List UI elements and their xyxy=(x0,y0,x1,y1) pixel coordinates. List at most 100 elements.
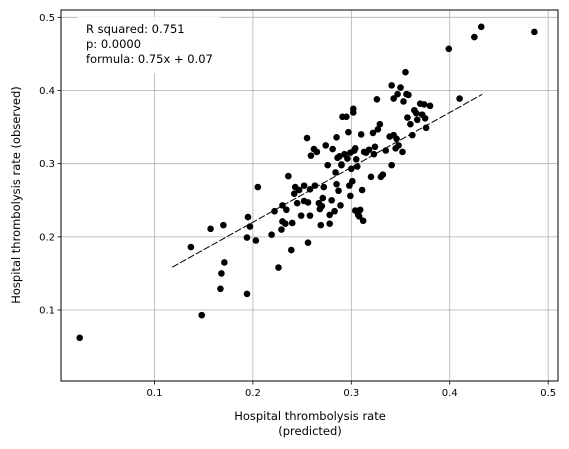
data-point xyxy=(318,202,326,210)
data-points xyxy=(76,23,538,342)
data-point xyxy=(254,183,262,191)
data-point xyxy=(198,311,206,319)
data-point xyxy=(382,147,390,154)
data-point xyxy=(400,98,407,105)
data-point xyxy=(531,28,538,36)
data-point xyxy=(394,90,401,98)
data-point xyxy=(304,199,312,206)
data-point xyxy=(319,194,327,202)
annotation-r-squared: R squared: 0.751 xyxy=(86,22,185,36)
data-point xyxy=(388,161,395,169)
data-point xyxy=(359,217,367,225)
data-point xyxy=(283,206,290,214)
data-point xyxy=(369,129,377,137)
x-axis-ticks: 0.1 0.2 0.3 0.4 0.5 xyxy=(147,381,556,399)
data-point xyxy=(252,237,260,244)
data-point xyxy=(300,182,308,189)
data-point xyxy=(295,186,303,194)
data-point xyxy=(279,202,286,209)
data-point xyxy=(352,155,360,163)
data-point xyxy=(405,91,412,99)
data-point xyxy=(244,213,252,221)
data-point xyxy=(297,212,305,219)
data-point xyxy=(326,220,333,227)
x-axis-label-line2: (predicted) xyxy=(278,424,342,438)
data-point xyxy=(336,153,343,160)
data-point xyxy=(285,172,292,180)
data-point xyxy=(407,120,414,128)
data-point xyxy=(426,102,434,110)
data-point xyxy=(404,114,411,121)
data-point xyxy=(271,207,278,215)
data-point xyxy=(477,23,485,31)
data-point xyxy=(268,231,275,238)
data-point xyxy=(243,290,251,298)
data-point xyxy=(344,155,351,162)
annotation-box: R squared: 0.751 p: 0.0000 formula: 0.75… xyxy=(78,17,220,73)
data-point xyxy=(317,221,325,229)
x-tick-label: 0.1 xyxy=(147,388,163,399)
data-point xyxy=(456,95,463,102)
data-point xyxy=(275,264,282,271)
data-point xyxy=(328,196,335,204)
data-point xyxy=(333,134,340,141)
annotation-formula: formula: 0.75x + 0.07 xyxy=(86,52,213,66)
y-axis-ticks: 0.1 0.2 0.3 0.4 0.5 xyxy=(39,13,61,317)
data-point xyxy=(374,125,382,133)
data-point xyxy=(373,95,381,103)
data-point xyxy=(313,148,321,156)
data-point xyxy=(471,33,478,41)
data-point xyxy=(329,145,336,153)
data-point xyxy=(311,182,319,189)
data-point xyxy=(287,246,295,254)
data-point xyxy=(422,124,430,132)
data-point xyxy=(320,183,328,191)
data-point xyxy=(399,148,406,156)
y-tick-label: 0.2 xyxy=(39,232,55,243)
data-point xyxy=(303,134,311,142)
data-point xyxy=(388,82,395,89)
data-point xyxy=(331,207,338,215)
data-point xyxy=(282,220,289,227)
x-tick-label: 0.5 xyxy=(540,388,556,399)
data-point xyxy=(395,142,402,149)
data-point xyxy=(355,213,363,220)
data-point xyxy=(390,95,397,102)
data-point xyxy=(288,219,296,227)
data-point xyxy=(76,334,83,342)
annotation-p-value: p: 0.0000 xyxy=(86,37,141,51)
data-point xyxy=(351,145,359,152)
data-point xyxy=(304,239,312,246)
x-tick-label: 0.3 xyxy=(343,388,359,399)
data-point xyxy=(412,109,420,117)
y-tick-label: 0.4 xyxy=(39,86,55,97)
fit-line xyxy=(171,93,483,268)
data-point xyxy=(349,177,356,185)
x-tick-label: 0.2 xyxy=(245,388,261,399)
data-point xyxy=(335,187,342,195)
y-tick-label: 0.3 xyxy=(39,159,55,170)
data-point xyxy=(345,128,352,136)
data-point xyxy=(420,101,428,108)
data-point xyxy=(220,221,227,229)
data-point xyxy=(348,165,355,173)
data-point xyxy=(393,135,400,143)
data-point xyxy=(356,206,364,214)
data-point xyxy=(217,285,224,293)
plot-frame xyxy=(60,9,559,382)
data-point xyxy=(376,120,384,128)
data-point xyxy=(187,243,195,251)
data-point xyxy=(337,202,344,209)
data-point xyxy=(243,234,251,241)
data-point xyxy=(290,190,298,197)
x-axis-label: Hospital thrombolysis rate xyxy=(234,409,386,423)
data-point xyxy=(365,146,373,154)
data-point xyxy=(413,116,421,124)
data-point xyxy=(370,150,378,158)
data-point xyxy=(326,211,333,219)
data-point xyxy=(379,171,387,178)
data-point xyxy=(278,226,285,233)
data-point xyxy=(338,161,345,168)
data-point xyxy=(445,45,453,53)
